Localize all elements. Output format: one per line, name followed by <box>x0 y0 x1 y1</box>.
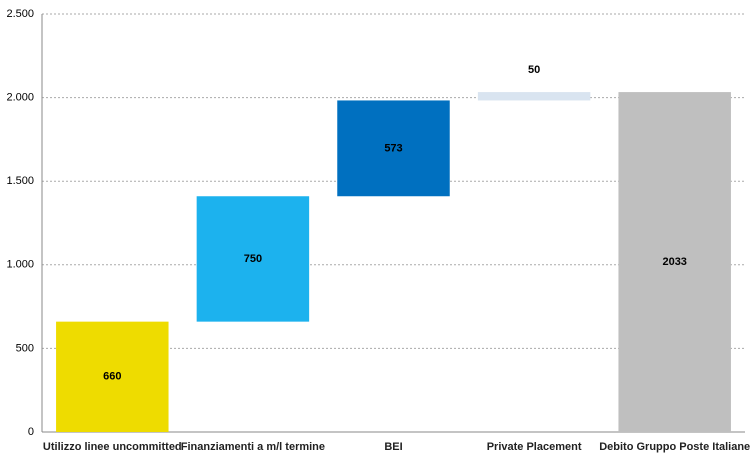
data-label: 660 <box>103 371 121 383</box>
x-tick-label: Finanziamenti a m/l termine <box>181 441 325 453</box>
y-tick-label: 0 <box>28 426 34 438</box>
bar <box>196 196 310 322</box>
y-tick-label: 2.500 <box>6 8 34 20</box>
y-tick-label: 500 <box>16 342 34 354</box>
x-tick-label: Private Placement <box>487 441 582 453</box>
bar <box>618 92 731 432</box>
y-tick-label: 1.500 <box>6 175 34 187</box>
y-tick-label: 1.000 <box>6 259 34 271</box>
x-tick-label: Debito Gruppo Poste Italiane <box>599 441 750 453</box>
bar <box>477 92 591 101</box>
bar <box>56 321 169 432</box>
data-label: 50 <box>528 64 540 76</box>
data-label: 2033 <box>662 256 686 268</box>
x-tick-label: Utilizzo linee uncommitted <box>43 441 182 453</box>
y-tick-label: 2.000 <box>6 92 34 104</box>
data-label: 573 <box>384 142 402 154</box>
data-label: 750 <box>244 253 262 265</box>
bar <box>337 100 450 197</box>
x-tick-label: BEI <box>384 441 402 453</box>
